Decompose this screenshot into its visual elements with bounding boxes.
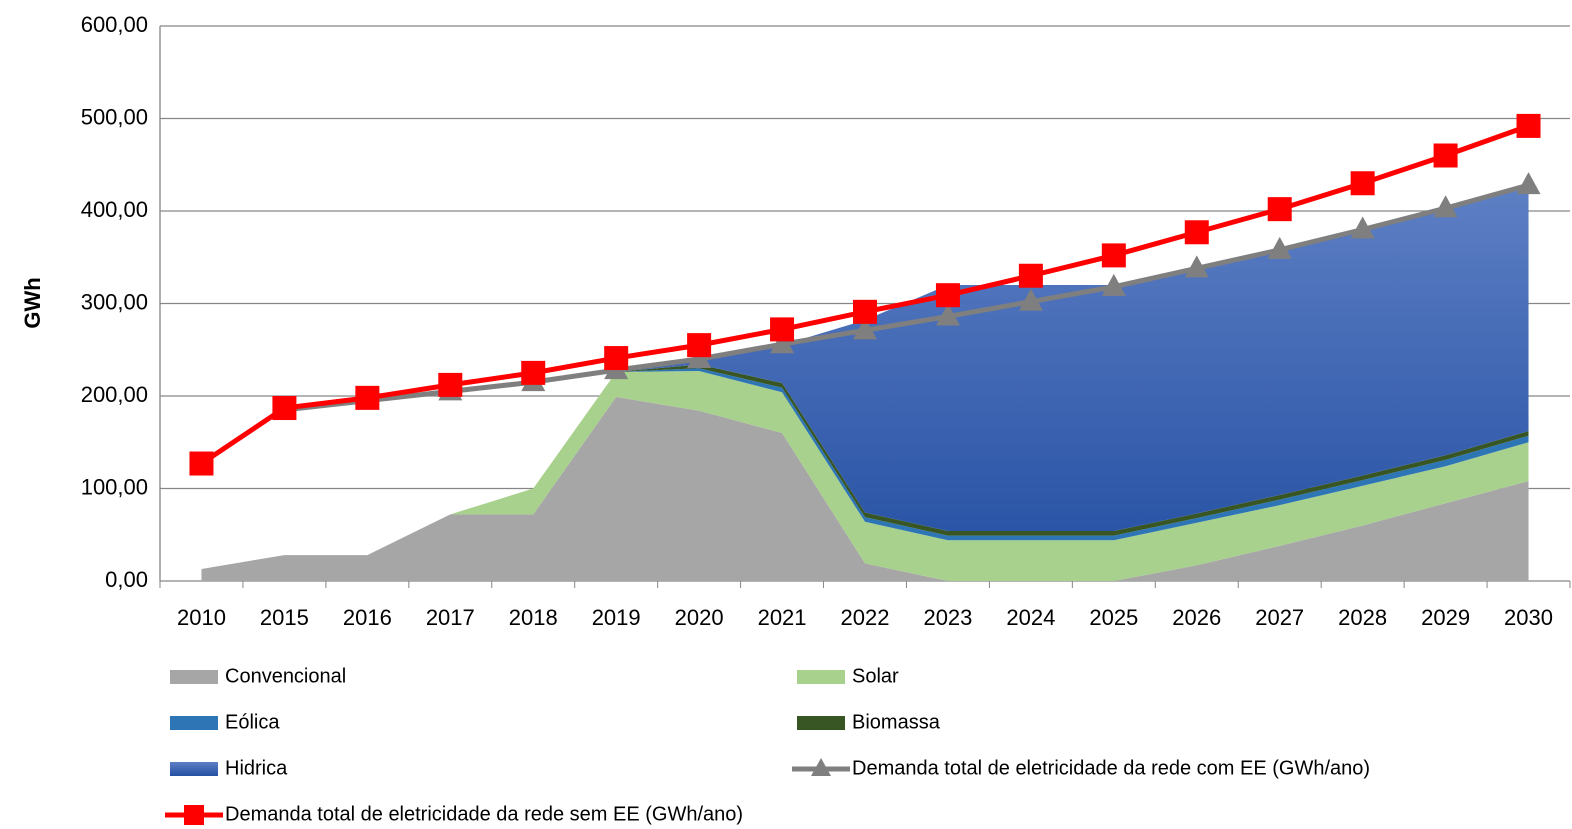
x-tick-label: 2025 — [1089, 605, 1138, 630]
y-tick-label: 200,00 — [81, 382, 148, 407]
x-tick-label: 2030 — [1504, 605, 1553, 630]
x-tick-label: 2016 — [343, 605, 392, 630]
page: {"chart_data": {"type": "stacked-area-li… — [0, 0, 1572, 829]
marker — [687, 333, 711, 357]
legend-label: Eólica — [225, 711, 280, 733]
marker — [936, 283, 960, 307]
marker — [272, 396, 296, 420]
x-tick-label: 2022 — [841, 605, 890, 630]
y-tick-label: 600,00 — [81, 12, 148, 37]
legend-swatch — [797, 670, 845, 684]
legend-label: Biomassa — [852, 711, 941, 733]
legend-label: Demanda total de eletricidade da rede co… — [852, 757, 1370, 779]
marker — [770, 317, 794, 341]
marker — [853, 300, 877, 324]
x-tick-label: 2021 — [758, 605, 807, 630]
marker — [1351, 171, 1375, 195]
legend-label: Demanda total de eletricidade da rede se… — [225, 803, 743, 825]
legend-marker — [184, 805, 204, 825]
marker — [1268, 197, 1292, 221]
marker — [189, 452, 213, 476]
marker — [521, 361, 545, 385]
x-tick-label: 2029 — [1421, 605, 1470, 630]
marker — [438, 373, 462, 397]
legend-swatch — [170, 762, 218, 776]
marker — [1517, 114, 1541, 138]
x-tick-label: 2028 — [1338, 605, 1387, 630]
marker — [1434, 144, 1458, 168]
marker — [1185, 220, 1209, 244]
marker — [355, 386, 379, 410]
x-tick-label: 2026 — [1172, 605, 1221, 630]
legend-swatch — [797, 716, 845, 730]
y-tick-label: 0,00 — [105, 567, 148, 592]
y-tick-label: 400,00 — [81, 197, 148, 222]
x-tick-label: 2018 — [509, 605, 558, 630]
x-tick-label: 2020 — [675, 605, 724, 630]
y-tick-label: 300,00 — [81, 289, 148, 314]
y-axis-title: GWh — [20, 277, 45, 328]
chart: GWh 0,00 100,00 200,00 300,00 400,00 500,00 60… — [0, 0, 1572, 829]
legend-swatch — [170, 670, 218, 684]
x-tick-label: 2019 — [592, 605, 641, 630]
y-tick-label: 500,00 — [81, 104, 148, 129]
marker — [1102, 243, 1126, 267]
x-tick-label: 2024 — [1006, 605, 1055, 630]
x-tick-label: 2027 — [1255, 605, 1304, 630]
y-tick-label: 100,00 — [81, 474, 148, 499]
x-tick-label: 2015 — [260, 605, 309, 630]
x-tick-label: 2010 — [177, 605, 226, 630]
marker — [1517, 172, 1541, 194]
x-tick-label: 2017 — [426, 605, 475, 630]
legend-swatch — [170, 716, 218, 730]
legend-label: Convencional — [225, 665, 346, 687]
marker — [604, 346, 628, 370]
marker — [1019, 264, 1043, 288]
x-tick-label: 2023 — [923, 605, 972, 630]
legend-label: Hidrica — [225, 757, 288, 779]
legend-label: Solar — [852, 665, 899, 687]
